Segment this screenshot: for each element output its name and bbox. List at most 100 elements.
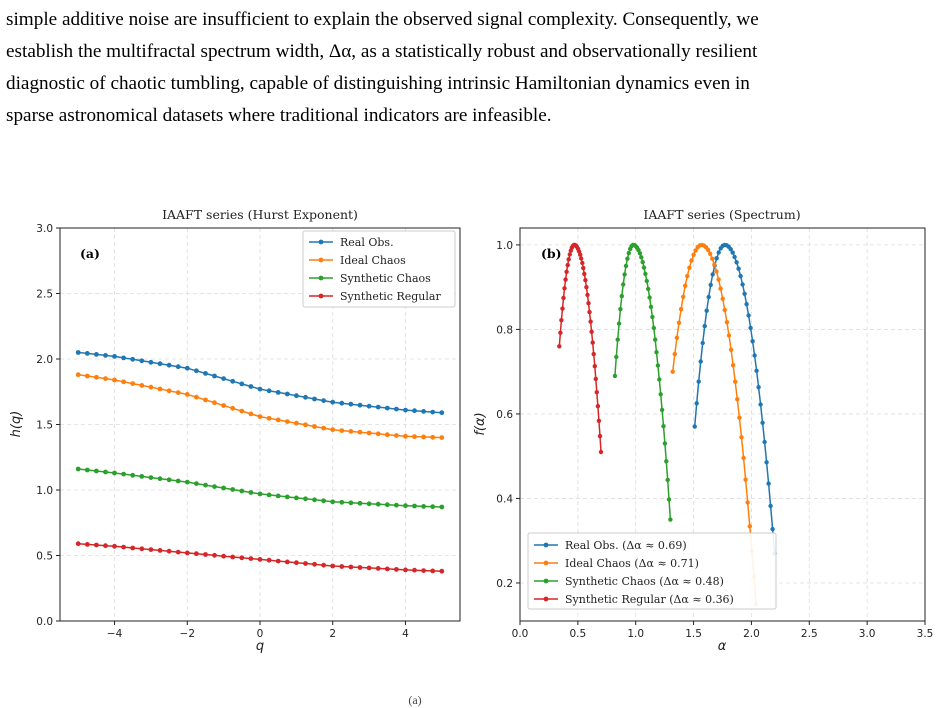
data-point bbox=[717, 250, 721, 254]
data-point bbox=[239, 489, 244, 494]
data-point bbox=[249, 384, 254, 389]
data-point bbox=[595, 390, 599, 394]
data-point bbox=[585, 293, 589, 297]
data-point bbox=[285, 560, 290, 565]
data-point bbox=[230, 406, 235, 411]
data-point bbox=[739, 435, 743, 439]
data-point bbox=[667, 497, 671, 501]
data-point bbox=[727, 333, 731, 337]
y-tick-label: 0.8 bbox=[496, 324, 513, 336]
data-point bbox=[285, 495, 290, 500]
data-point bbox=[212, 484, 217, 489]
data-point bbox=[212, 400, 217, 405]
data-point bbox=[303, 422, 308, 427]
data-point bbox=[94, 352, 99, 357]
data-point bbox=[559, 318, 563, 322]
data-point bbox=[639, 255, 643, 259]
data-point bbox=[267, 558, 272, 563]
data-point bbox=[754, 369, 758, 373]
data-point bbox=[641, 260, 645, 264]
data-point bbox=[158, 387, 163, 392]
data-point bbox=[589, 330, 593, 334]
data-point bbox=[321, 398, 326, 403]
y-tick-label: 1.0 bbox=[36, 485, 53, 497]
data-point bbox=[593, 364, 597, 368]
data-point bbox=[267, 388, 272, 393]
data-point bbox=[203, 483, 208, 488]
data-point bbox=[349, 402, 354, 407]
data-point bbox=[158, 476, 163, 481]
data-point bbox=[103, 543, 108, 548]
data-point bbox=[276, 390, 281, 395]
data-point bbox=[130, 546, 135, 551]
x-tick-label: 0.5 bbox=[570, 628, 587, 640]
data-point bbox=[598, 434, 602, 438]
data-point bbox=[167, 388, 172, 393]
x-tick-label: 3.5 bbox=[917, 628, 934, 640]
data-point bbox=[412, 434, 417, 439]
data-point bbox=[267, 493, 272, 498]
data-point bbox=[85, 351, 90, 356]
data-point bbox=[176, 479, 181, 484]
data-point bbox=[85, 468, 90, 473]
data-point bbox=[617, 321, 621, 325]
data-point bbox=[349, 429, 354, 434]
y-tick-label: 2.5 bbox=[36, 289, 53, 301]
data-point bbox=[742, 292, 746, 296]
data-point bbox=[643, 272, 647, 276]
data-point bbox=[578, 253, 582, 257]
x-tick-label: 0.0 bbox=[512, 628, 529, 640]
legend-marker bbox=[319, 258, 324, 263]
data-point bbox=[376, 566, 381, 571]
data-point bbox=[715, 256, 719, 260]
data-point bbox=[149, 547, 154, 552]
data-point bbox=[103, 376, 108, 381]
data-point bbox=[580, 261, 584, 265]
data-point bbox=[687, 266, 691, 270]
data-point bbox=[654, 350, 658, 354]
data-point bbox=[599, 450, 603, 454]
data-point bbox=[221, 486, 226, 491]
panel-label-a: (a) bbox=[80, 246, 100, 261]
data-point bbox=[321, 563, 326, 568]
data-point bbox=[652, 326, 656, 330]
data-point bbox=[731, 363, 735, 367]
data-point bbox=[656, 363, 660, 367]
data-point bbox=[258, 557, 263, 562]
data-point bbox=[339, 564, 344, 569]
y-tick-label: 1.5 bbox=[36, 420, 53, 432]
data-point bbox=[349, 500, 354, 505]
data-point bbox=[330, 499, 335, 504]
legend-label: Synthetic Chaos (Δα ≈ 0.48) bbox=[565, 575, 724, 588]
data-point bbox=[139, 383, 144, 388]
data-point bbox=[358, 403, 363, 408]
data-point bbox=[103, 353, 108, 358]
data-point bbox=[258, 387, 263, 392]
data-point bbox=[622, 272, 626, 276]
data-point bbox=[376, 431, 381, 436]
legend-marker bbox=[544, 543, 549, 548]
data-point bbox=[768, 504, 772, 508]
data-point bbox=[660, 408, 664, 412]
y-tick-label: 3.0 bbox=[36, 223, 53, 235]
data-point bbox=[675, 336, 679, 340]
legend-label: Synthetic Chaos bbox=[340, 272, 431, 285]
caption-fragment: (a) bbox=[408, 693, 421, 707]
data-point bbox=[673, 352, 677, 356]
x-axis-label-b: α bbox=[718, 639, 727, 654]
data-point bbox=[330, 564, 335, 569]
data-point bbox=[430, 569, 435, 574]
data-point bbox=[85, 542, 90, 547]
y-tick-label: 0.2 bbox=[496, 578, 513, 590]
data-point bbox=[562, 286, 566, 290]
y-axis-label-b: f(α) bbox=[473, 412, 488, 435]
data-point bbox=[750, 339, 754, 343]
data-point bbox=[699, 359, 703, 363]
legend-marker bbox=[319, 240, 324, 245]
data-point bbox=[563, 277, 567, 281]
data-point bbox=[752, 353, 756, 357]
data-point bbox=[403, 568, 408, 573]
data-point bbox=[103, 470, 108, 475]
data-point bbox=[620, 294, 624, 298]
data-point bbox=[249, 412, 254, 417]
